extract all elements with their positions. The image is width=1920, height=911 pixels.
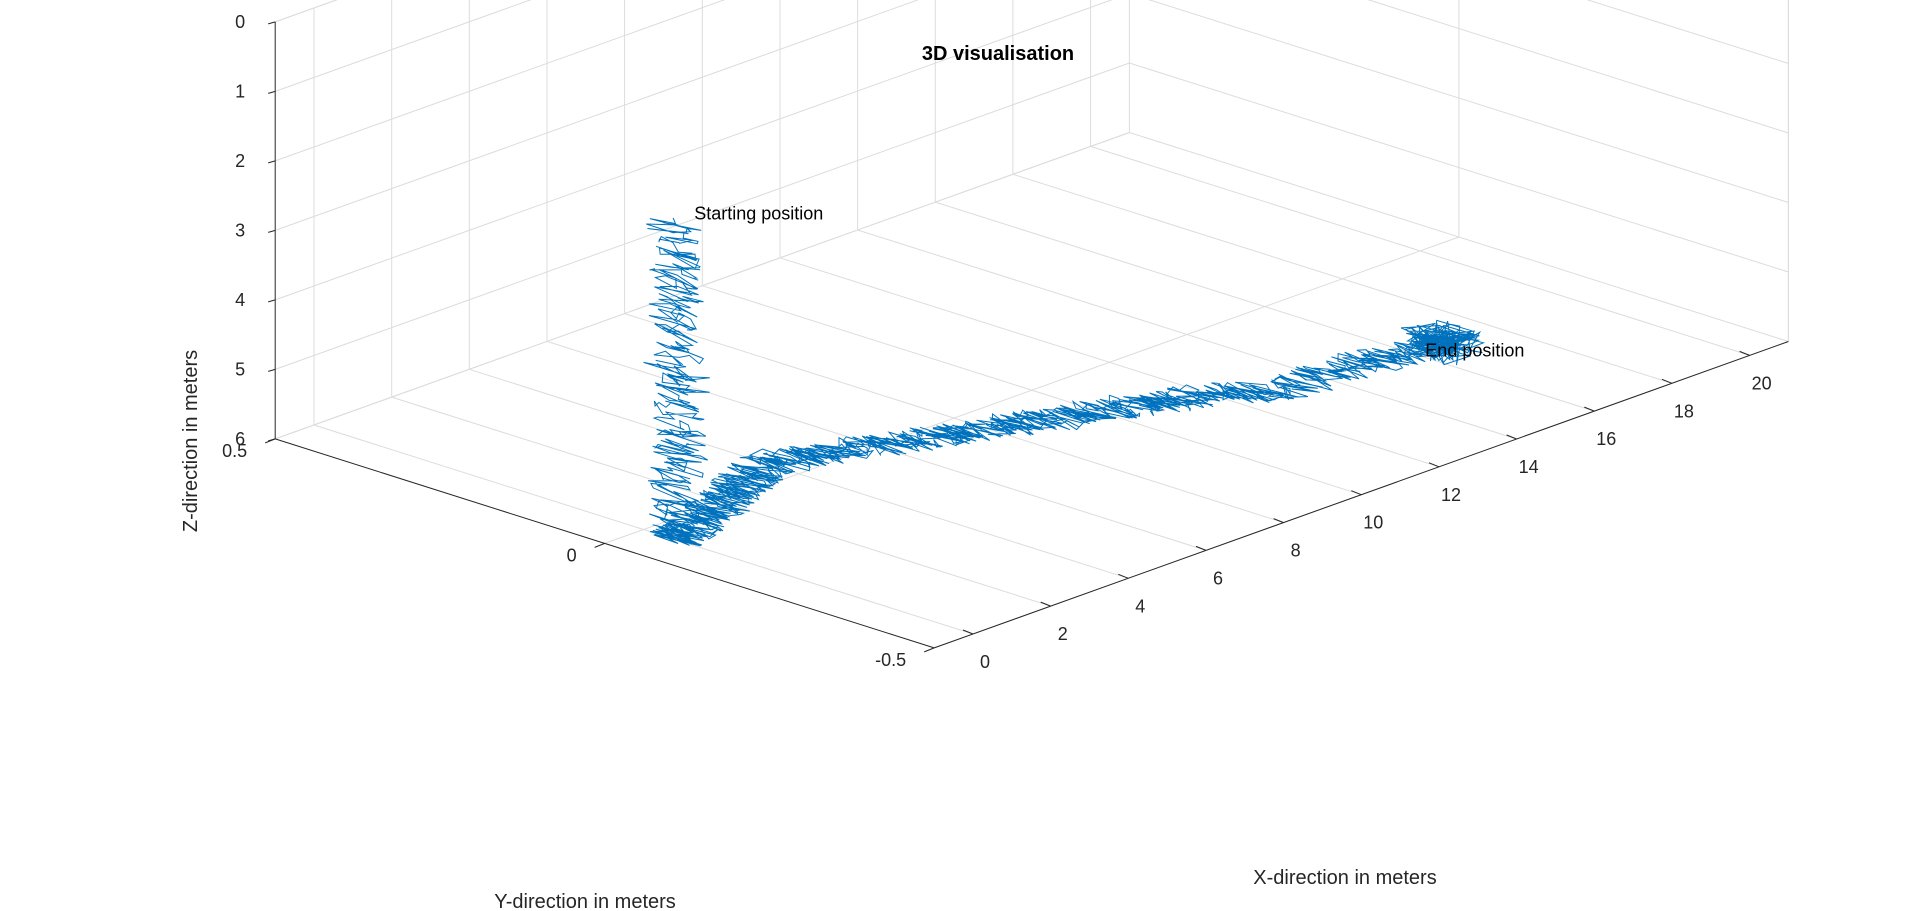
x-tick-mark: [1195, 545, 1207, 551]
x-tick-mark: [1506, 434, 1517, 440]
x-tick-mark: [1739, 350, 1750, 356]
x-tick-label: 6: [1213, 568, 1223, 588]
z-tick-mark: [268, 90, 276, 94]
x-tick-mark: [1118, 573, 1129, 579]
grid-line: [275, 132, 1130, 440]
grid-line: [275, 0, 920, 231]
grid-line: [275, 0, 532, 92]
x-tick-mark: [1273, 518, 1284, 524]
axis-lines: [265, 21, 1789, 653]
trajectory-series: [643, 217, 1486, 547]
grid-line: [1586, 0, 1789, 64]
z-axis-label: Z-direction in meters: [180, 350, 202, 532]
z-tick-mark: [268, 368, 276, 372]
y-tick-mark: [594, 542, 605, 548]
z-tick-mark: [268, 299, 276, 303]
x-tick-mark: [1661, 378, 1673, 384]
x-tick-mark: [1351, 490, 1362, 496]
x-axis-label: X-direction in meters: [1253, 867, 1436, 889]
z-tick-label: 3: [235, 220, 245, 240]
z-tick-label: 4: [235, 290, 245, 310]
grid-line: [275, 0, 1113, 301]
y-tick-label: -0.5: [875, 650, 906, 670]
x-tick-label: 12: [1441, 485, 1461, 505]
x-tick-label: 18: [1674, 401, 1694, 421]
x-tick-mark: [962, 629, 974, 635]
y-axis-label: Y-direction in meters: [494, 891, 676, 911]
x-tick-label: 16: [1596, 429, 1616, 449]
z-tick-label: 0: [235, 12, 245, 32]
y-tick-label: 0.5: [222, 441, 247, 461]
z-tick-label: 2: [235, 151, 245, 171]
x-tick-mark: [1040, 601, 1051, 607]
grid-lines: [275, 0, 1789, 649]
end-position-cluster: [1400, 319, 1486, 366]
z-tick-mark: [268, 229, 276, 233]
y-tick-label: 0: [567, 545, 577, 565]
chart-title: 3D visualisation: [922, 43, 1074, 65]
z-tick-mark: [268, 160, 276, 164]
z-tick-label: 5: [235, 359, 245, 379]
x-tick-mark: [1428, 462, 1440, 468]
grid-line: [275, 0, 726, 162]
grid-line: [275, 62, 1130, 370]
x-tick-label: 4: [1135, 596, 1145, 616]
y-tick-mark: [924, 647, 935, 653]
x-tick-label: 20: [1752, 373, 1772, 393]
x-tick-label: 8: [1291, 541, 1301, 561]
end-position-label: End position: [1425, 340, 1524, 360]
z-tick-mark: [268, 21, 276, 25]
start-position-label: Starting position: [694, 204, 823, 224]
x-tick-mark: [1584, 406, 1595, 412]
y-tick-mark: [265, 438, 276, 444]
z-tick-label: 1: [235, 81, 245, 101]
x-tick-label: 0: [980, 652, 990, 672]
x-tick-label: 2: [1058, 624, 1068, 644]
x-tick-label: 14: [1519, 457, 1539, 477]
z-tick-label: 6: [235, 429, 245, 449]
x-tick-label: 10: [1363, 513, 1383, 533]
trajectory-line: [643, 217, 1466, 547]
